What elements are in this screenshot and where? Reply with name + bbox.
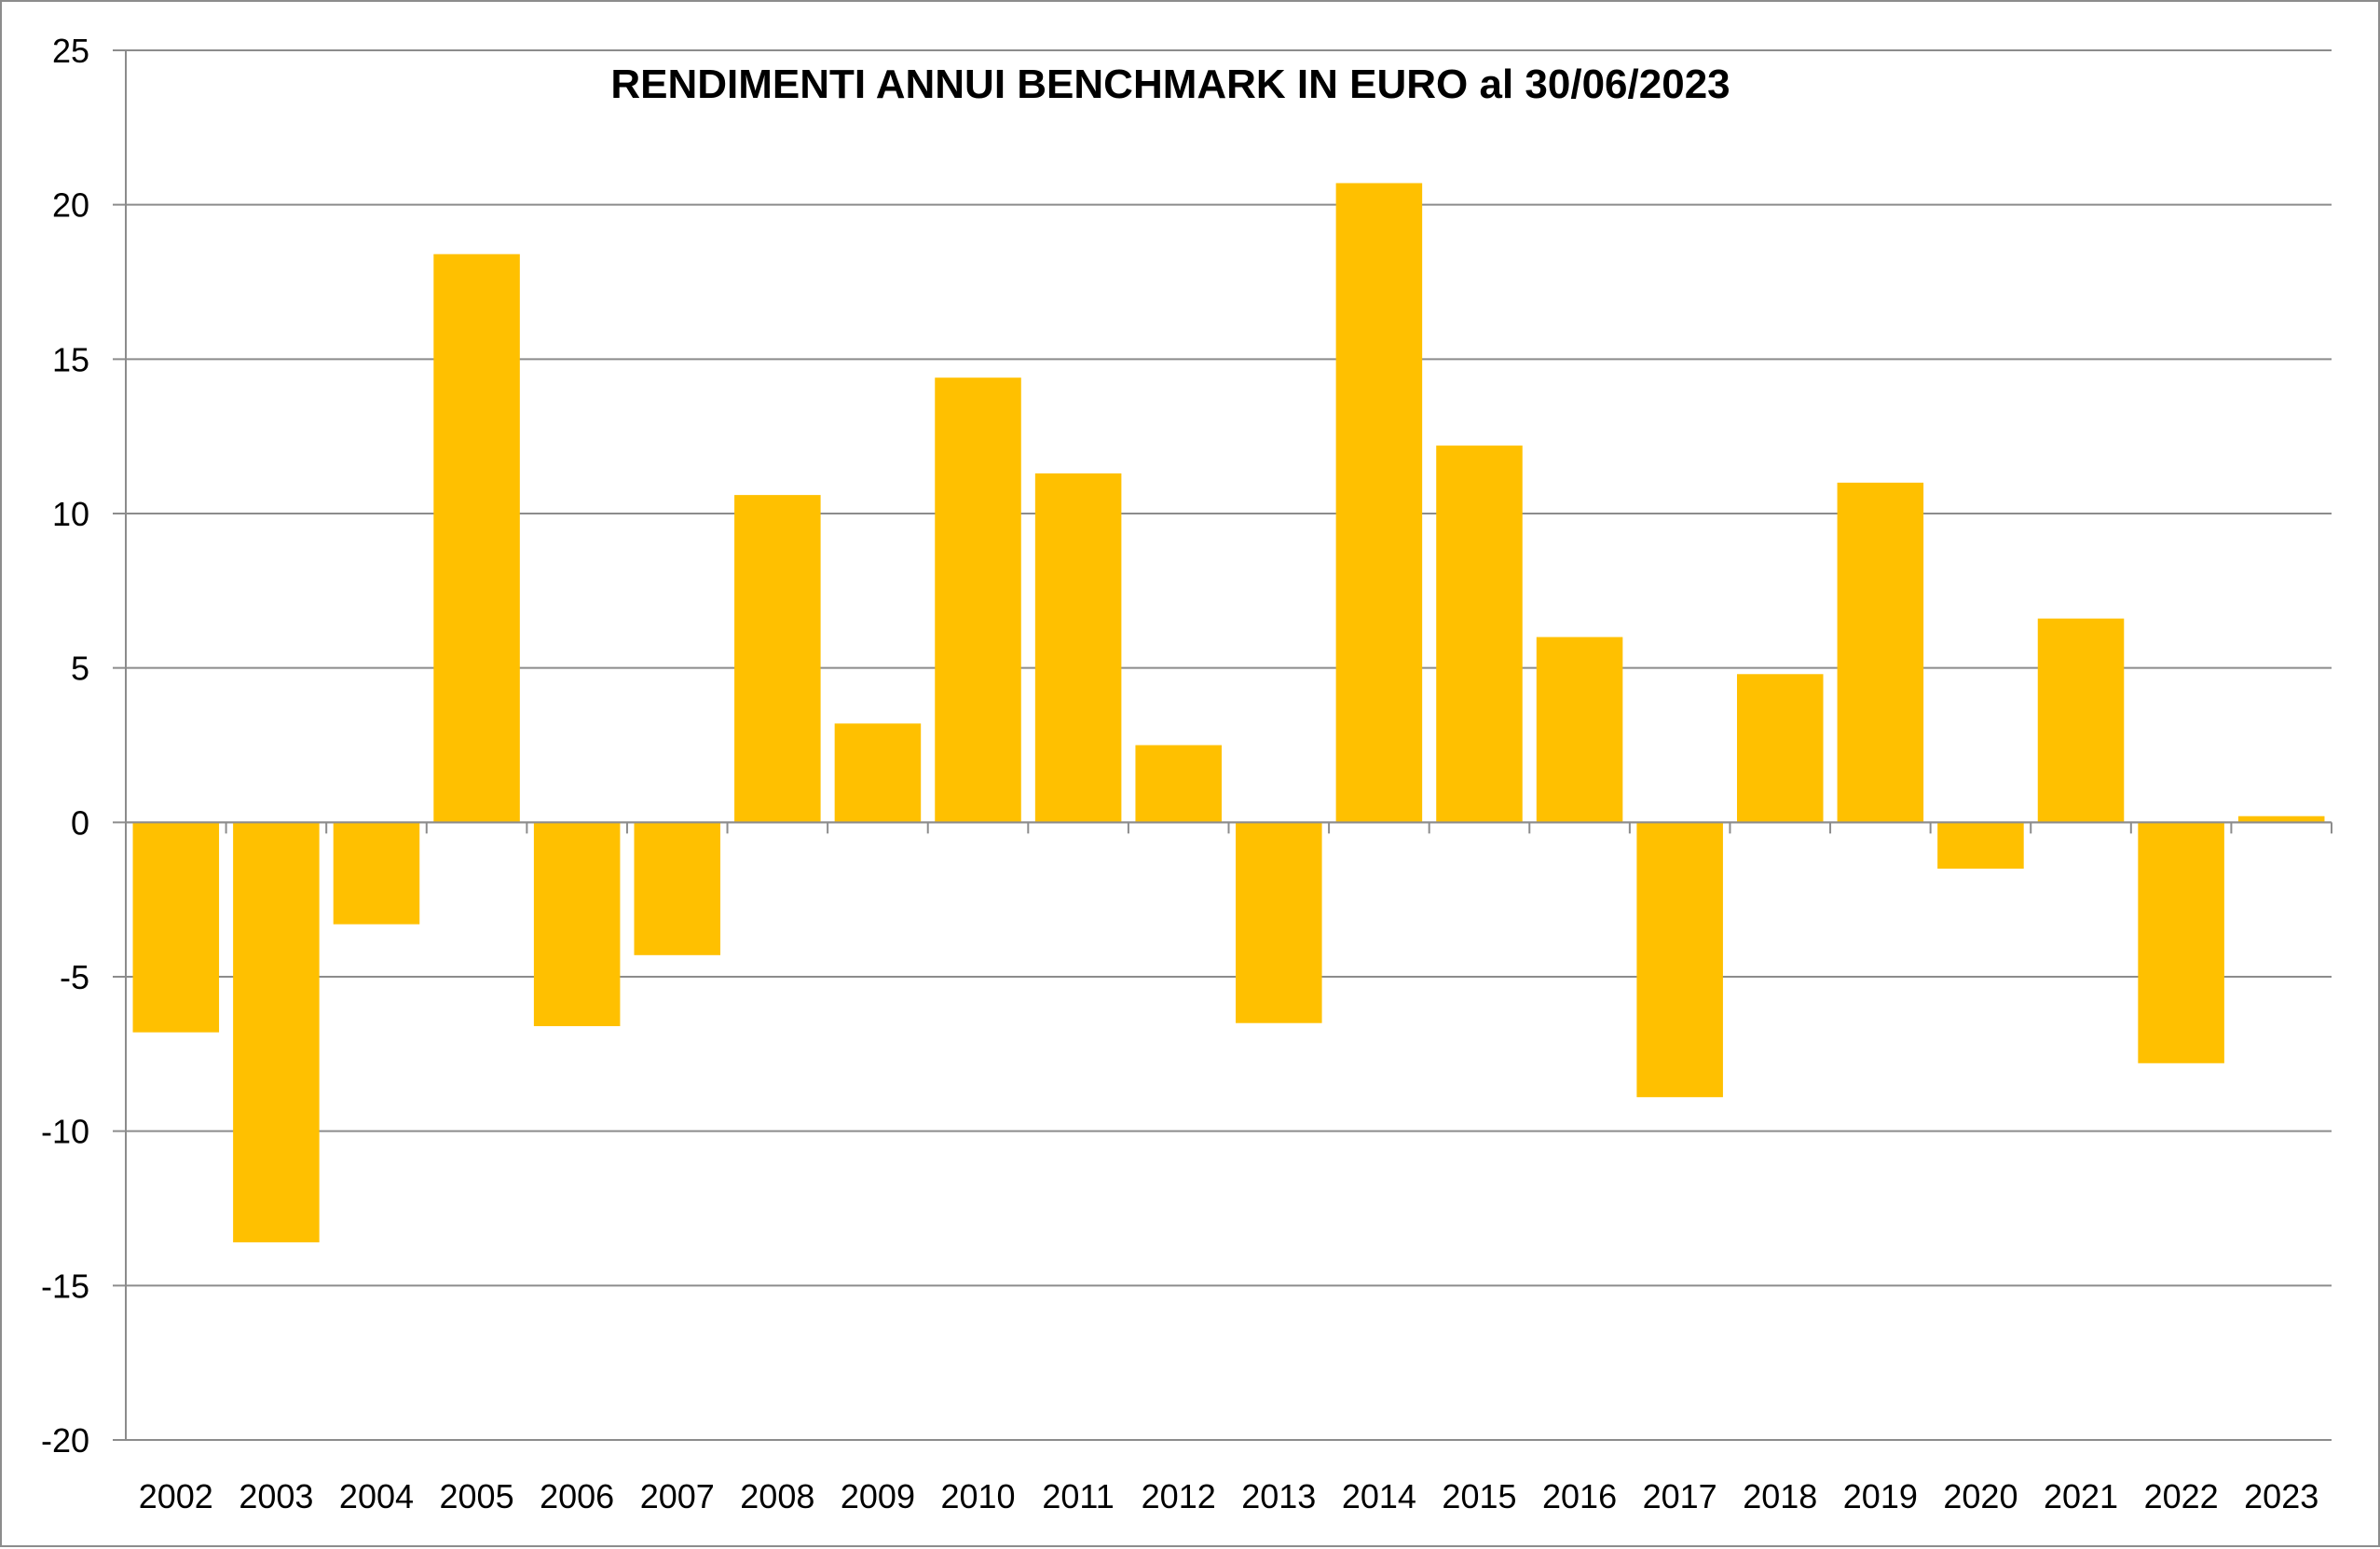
x-tick-label: 2017 xyxy=(1643,1477,1717,1515)
y-tick-label: 0 xyxy=(71,803,89,842)
bar-2018 xyxy=(1736,674,1824,823)
x-tick-label: 2021 xyxy=(2044,1477,2118,1515)
x-tick-label: 2015 xyxy=(1442,1477,1516,1515)
bars xyxy=(132,183,2325,1242)
bar-2002 xyxy=(132,822,220,1033)
x-tick-label: 2006 xyxy=(540,1477,614,1515)
bar-2010 xyxy=(935,377,1021,823)
y-tick-label: 25 xyxy=(52,32,89,70)
y-tick-label: -5 xyxy=(60,958,89,996)
bar-2012 xyxy=(1135,745,1222,823)
x-tick-label: 2002 xyxy=(139,1477,213,1515)
y-tick-label: 5 xyxy=(71,650,89,688)
x-tick-label: 2005 xyxy=(440,1477,514,1515)
x-tick-label: 2020 xyxy=(1943,1477,2018,1515)
y-tick-label: -20 xyxy=(41,1421,89,1460)
bar-2014 xyxy=(1335,183,1423,823)
y-tick-label: -10 xyxy=(41,1113,89,1151)
x-tick-label: 2018 xyxy=(1743,1477,1817,1515)
bar-2006 xyxy=(533,822,621,1027)
x-tick-label: 2014 xyxy=(1342,1477,1416,1515)
x-tick-label: 2008 xyxy=(740,1477,814,1515)
x-tick-label: 2016 xyxy=(1542,1477,1617,1515)
bar-2013 xyxy=(1236,822,1322,1023)
x-tick-label: 2019 xyxy=(1843,1477,1918,1515)
x-tick-label: 2009 xyxy=(841,1477,915,1515)
x-tick-label: 2010 xyxy=(940,1477,1015,1515)
y-tick-label: 20 xyxy=(52,186,89,225)
bar-2015 xyxy=(1436,446,1523,823)
x-tick-label: 2007 xyxy=(640,1477,715,1515)
bar-2016 xyxy=(1536,637,1623,823)
bar-2017 xyxy=(1636,822,1723,1098)
x-tick-label: 2022 xyxy=(2144,1477,2219,1515)
x-tick-label: 2011 xyxy=(1042,1477,1114,1515)
bar-2021 xyxy=(2037,618,2125,823)
x-tick-label: 2023 xyxy=(2244,1477,2318,1515)
axes xyxy=(125,50,2332,1440)
bar-2004 xyxy=(333,822,420,925)
x-tick-label: 2012 xyxy=(1142,1477,1216,1515)
x-tick-label: 2003 xyxy=(239,1477,313,1515)
bar-2023 xyxy=(2237,816,2325,823)
y-tick-labels: 25 20 15 10 5 0 -5 -10 -15 -20 xyxy=(41,32,89,1460)
bar-2022 xyxy=(2138,822,2224,1063)
x-tick-label: 2004 xyxy=(339,1477,414,1515)
bar-2003 xyxy=(233,822,320,1242)
x-tick-label: 2013 xyxy=(1241,1477,1316,1515)
y-tick-label: 10 xyxy=(52,495,89,533)
y-tick-label: -15 xyxy=(41,1267,89,1305)
bar-2007 xyxy=(634,822,721,955)
x-tick-labels: 2002 2003 2004 2005 2006 2007 2008 2009 2010 2011… xyxy=(139,1477,2319,1515)
bar-2008 xyxy=(734,495,821,823)
bar-2011 xyxy=(1034,473,1122,823)
chart-title: RENDIMENTI ANNUI BENCHMARK IN EURO al 30… xyxy=(610,62,1730,107)
y-tick-label: 15 xyxy=(52,340,89,378)
bar-2009 xyxy=(834,723,922,823)
bar-2019 xyxy=(1837,482,1924,823)
bar-2005 xyxy=(433,254,520,823)
bar-2020 xyxy=(1937,822,2024,870)
